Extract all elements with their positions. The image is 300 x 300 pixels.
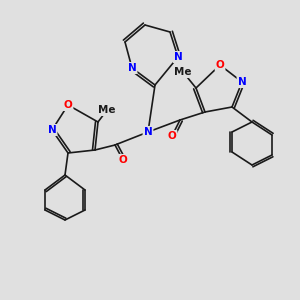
Text: Me: Me [98,105,116,115]
Text: O: O [64,100,72,110]
Text: O: O [118,155,127,165]
Text: N: N [48,125,56,135]
Text: N: N [238,77,246,87]
Text: N: N [174,52,182,62]
Text: O: O [216,60,224,70]
Text: Me: Me [174,67,192,77]
Text: N: N [128,63,136,73]
Text: N: N [144,127,152,137]
Text: O: O [168,131,176,141]
